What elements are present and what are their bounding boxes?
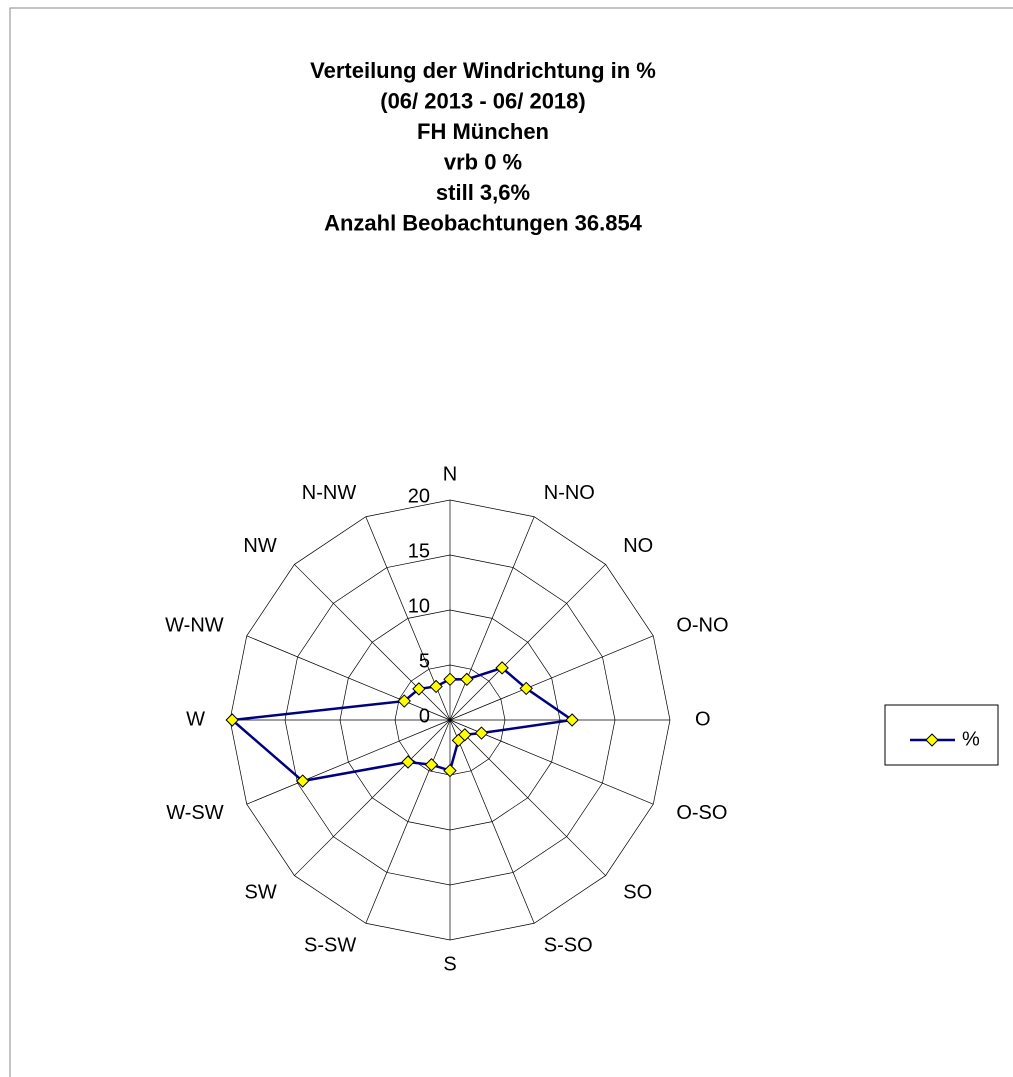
chart-title: Anzahl Beobachtungen 36.854 — [324, 210, 643, 235]
marker — [565, 713, 579, 727]
y-tick-label: 0 — [419, 705, 430, 727]
y-tick-label: 20 — [408, 485, 430, 507]
marker — [225, 713, 239, 727]
marker — [460, 672, 474, 687]
marker — [474, 726, 489, 740]
category-label: NO — [623, 535, 653, 557]
y-tick-label: 5 — [419, 650, 430, 672]
marker — [451, 733, 466, 748]
y-tick-label: 10 — [408, 595, 430, 617]
category-label: S-SO — [544, 935, 593, 957]
chart-frame — [9, 7, 1013, 1077]
marker — [443, 672, 457, 687]
marker — [397, 694, 411, 708]
category-label: N-NW — [302, 482, 357, 504]
chart-title: still 3,6% — [436, 180, 530, 205]
marker — [429, 679, 443, 694]
marker — [401, 755, 415, 769]
category-label: SO — [623, 882, 652, 904]
marker — [424, 758, 439, 772]
category-label: W — [186, 708, 205, 730]
marker — [295, 774, 310, 788]
legend-label: % — [962, 728, 980, 750]
legend-marker — [925, 733, 939, 747]
category-label: S — [443, 953, 456, 975]
marker — [412, 682, 426, 696]
chart-title: vrb 0 % — [444, 149, 522, 174]
category-label: O — [695, 708, 711, 730]
category-label: NW — [243, 535, 276, 557]
y-tick-label: 15 — [408, 540, 430, 562]
category-label: N — [443, 463, 457, 485]
category-label: W-NW — [165, 615, 224, 637]
chart-title: Verteilung der Windrichtung in % — [310, 58, 656, 83]
category-label: SW — [245, 882, 277, 904]
grid-ring — [339, 609, 561, 831]
category-label: W-SW — [166, 802, 224, 824]
marker — [495, 661, 509, 675]
grid-ring — [229, 499, 671, 941]
category-label: O-NO — [676, 615, 728, 637]
marker — [443, 763, 457, 778]
grid-ring — [284, 554, 616, 886]
category-label: N-NO — [544, 482, 595, 504]
marker — [458, 728, 472, 742]
marker — [519, 681, 533, 696]
chart-title: FH München — [417, 119, 549, 144]
legend-box — [884, 704, 999, 766]
category-label: S-SW — [304, 935, 356, 957]
chart-title: (06/ 2013 - 06/ 2018) — [380, 88, 585, 113]
category-label: O-SO — [676, 802, 727, 824]
series-line — [229, 666, 576, 783]
